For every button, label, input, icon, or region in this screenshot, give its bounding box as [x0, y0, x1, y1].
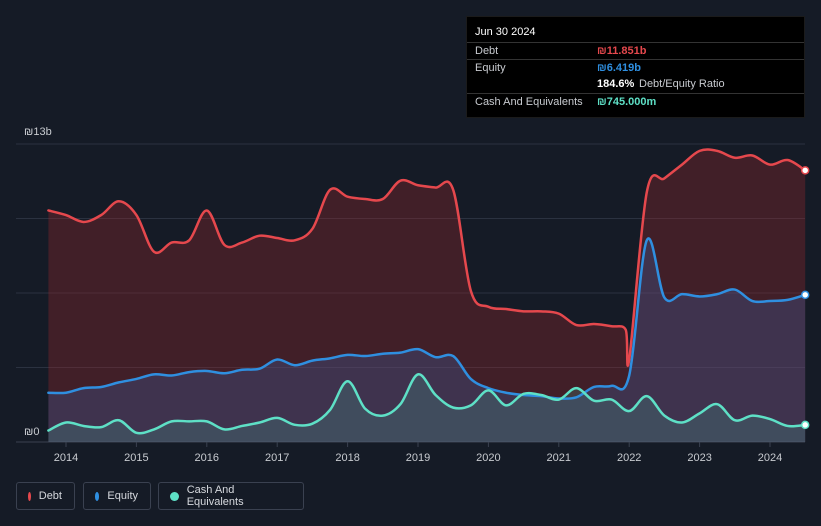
- tooltip-ratio-value: 184.6%: [597, 78, 635, 90]
- legend-equity[interactable]: Equity: [83, 482, 151, 510]
- debt-line: [47, 148, 807, 368]
- equity-area: [48, 238, 806, 442]
- y-axis-ticks: ₪0 ₪13b: [24, 126, 52, 438]
- legend-cash-label: Cash And Equivalents: [186, 484, 244, 508]
- tooltip-debt-value: ₪11.851b: [597, 45, 647, 57]
- legend-cash-dot: [170, 491, 179, 501]
- cash-and-equivalents-area: [48, 374, 806, 442]
- tooltip-debt-label: Debt: [475, 45, 499, 57]
- cash-and-equivalents-end-marker: [800, 420, 810, 430]
- x-tick-label: 2018: [335, 452, 359, 464]
- tooltip-equity-value: ₪6.419b: [597, 62, 641, 74]
- debt-end-marker: [800, 166, 810, 175]
- x-axis-ticks: 2014 2015 2016 2017 2018 2019 2020 2021 2022 2023…: [54, 442, 782, 464]
- legend-debt[interactable]: Debt: [16, 482, 75, 510]
- gridlines: [16, 143, 805, 443]
- y-tick-label: ₪0: [24, 426, 39, 438]
- equity-line: [47, 237, 807, 400]
- x-tick-label: 2022: [617, 452, 641, 464]
- x-tick-label: 2016: [195, 452, 219, 464]
- series-end-markers: [800, 166, 810, 430]
- legend-cash[interactable]: Cash And Equivalents: [158, 482, 304, 510]
- tooltip-cash-value: ₪745.000m: [597, 96, 657, 108]
- x-tick-label: 2019: [406, 452, 430, 464]
- debt-area: [48, 149, 806, 443]
- x-tick-label: 2015: [124, 452, 148, 464]
- tooltip-cash-label: Cash And Equivalents: [475, 96, 583, 108]
- legend-equity-label: Equity: [107, 490, 138, 502]
- equity-end-marker: [800, 290, 810, 300]
- x-tick-label: 2023: [687, 452, 711, 464]
- series-areas: [48, 149, 806, 443]
- tooltip-date: Jun 30 2024: [475, 26, 536, 38]
- legend-debt-label: Debt: [38, 490, 62, 502]
- tooltip-row-ratio: 184.6% Debt/Equity Ratio: [467, 76, 804, 93]
- x-tick-label: 2024: [758, 452, 782, 464]
- x-tick-label: 2021: [547, 452, 571, 464]
- tooltip-row-cash: Cash And Equivalents ₪745.000m: [467, 93, 804, 111]
- series-lines: [47, 148, 807, 435]
- y-tick-label: ₪13b: [24, 126, 52, 138]
- tooltip-row-debt: Debt ₪11.851b: [467, 42, 804, 60]
- tooltip-row-equity: Equity ₪6.419b: [467, 59, 804, 77]
- tooltip-ratio-label: Debt/Equity Ratio: [639, 78, 725, 90]
- tooltip-equity-label: Equity: [475, 62, 506, 74]
- cash-and-equivalents-line: [47, 373, 807, 435]
- legend-debt-dot: [28, 491, 31, 501]
- x-tick-label: 2014: [54, 452, 78, 464]
- legend-equity-dot: [95, 491, 100, 501]
- x-tick-label: 2020: [476, 452, 500, 464]
- tooltip-panel: Jun 30 2024 Debt ₪11.851b Equity ₪6.419b…: [466, 16, 805, 118]
- x-tick-label: 2017: [265, 452, 289, 464]
